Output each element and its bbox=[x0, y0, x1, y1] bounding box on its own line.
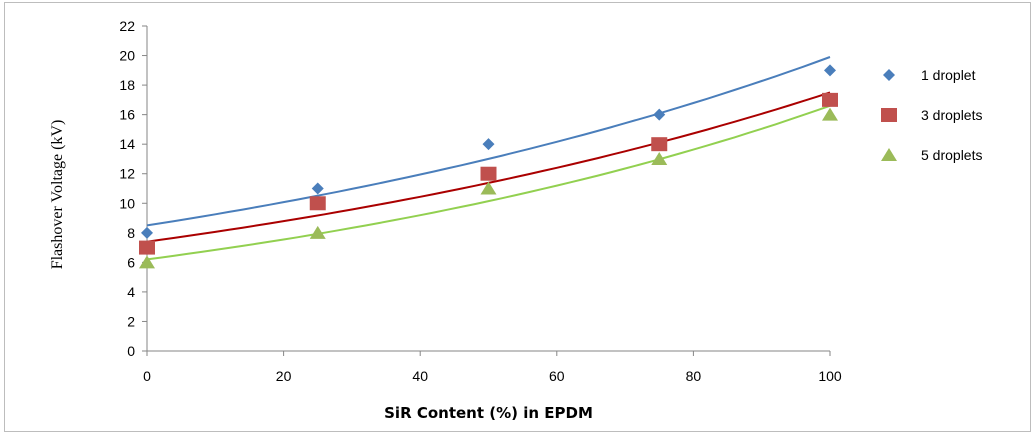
y-tick-label: 10 bbox=[119, 195, 135, 211]
y-tick-label: 12 bbox=[119, 166, 135, 182]
data-point-1-droplet bbox=[653, 108, 666, 121]
data-point-1-droplet bbox=[482, 138, 495, 151]
x-tick-label: 80 bbox=[686, 368, 702, 384]
y-tick-label: 0 bbox=[127, 343, 135, 359]
data-point-5-droplets bbox=[139, 255, 155, 269]
data-point-5-droplets bbox=[651, 151, 668, 165]
y-tick-label: 20 bbox=[119, 48, 135, 64]
y-tick-label: 6 bbox=[127, 254, 135, 270]
legend-label: 3 droplets bbox=[921, 107, 982, 123]
data-point-1-droplet bbox=[824, 64, 836, 77]
data-point-5-droplets bbox=[480, 181, 497, 195]
axes: 0 2 4 6 8 10 12 14 16 18 20 22 0 20 40 60 80 100 bbox=[119, 18, 841, 384]
trendlines bbox=[146, 56, 831, 261]
chart-frame bbox=[4, 2, 1031, 432]
data-point-3-droplets bbox=[139, 240, 155, 255]
x-tick-label: 0 bbox=[143, 368, 151, 384]
legend-label: 5 droplets bbox=[921, 147, 982, 163]
data-point-5-droplets bbox=[309, 225, 326, 239]
data-point-3-droplets bbox=[480, 166, 497, 181]
x-tick-label: 40 bbox=[412, 368, 428, 384]
y-tick-label: 16 bbox=[119, 107, 135, 123]
legend-marker bbox=[881, 108, 897, 122]
data-point-3-droplets bbox=[651, 137, 668, 152]
trendline-5-droplets bbox=[146, 104, 831, 261]
trendline-1-droplet bbox=[146, 56, 831, 227]
x-tick-label: 20 bbox=[276, 368, 292, 384]
y-tick-label: 18 bbox=[119, 77, 135, 93]
y-tick-label: 2 bbox=[127, 313, 135, 329]
data-point-3-droplets bbox=[309, 196, 326, 211]
x-tick-label: 60 bbox=[549, 368, 565, 384]
legend-marker bbox=[883, 69, 895, 81]
legend-label: 1 droplet bbox=[921, 67, 976, 83]
data-point-1-droplet bbox=[141, 226, 153, 239]
data-point-1-droplet bbox=[311, 182, 324, 195]
legend-marker bbox=[881, 148, 897, 161]
legend: 1 droplet 3 droplets 5 droplets bbox=[881, 67, 982, 163]
x-axis-title: SiR Content (%) in EPDM bbox=[384, 404, 593, 422]
y-tick-label: 22 bbox=[119, 18, 135, 34]
y-axis-title: Flashover Voltage (kV) bbox=[49, 120, 66, 270]
data-point-3-droplets bbox=[822, 92, 838, 107]
x-tick-label: 100 bbox=[818, 368, 842, 384]
data-point-5-droplets bbox=[822, 107, 838, 121]
y-tick-label: 8 bbox=[127, 225, 135, 241]
y-tick-label: 14 bbox=[119, 136, 135, 152]
data-points bbox=[139, 64, 838, 269]
y-tick-label: 4 bbox=[127, 284, 135, 300]
